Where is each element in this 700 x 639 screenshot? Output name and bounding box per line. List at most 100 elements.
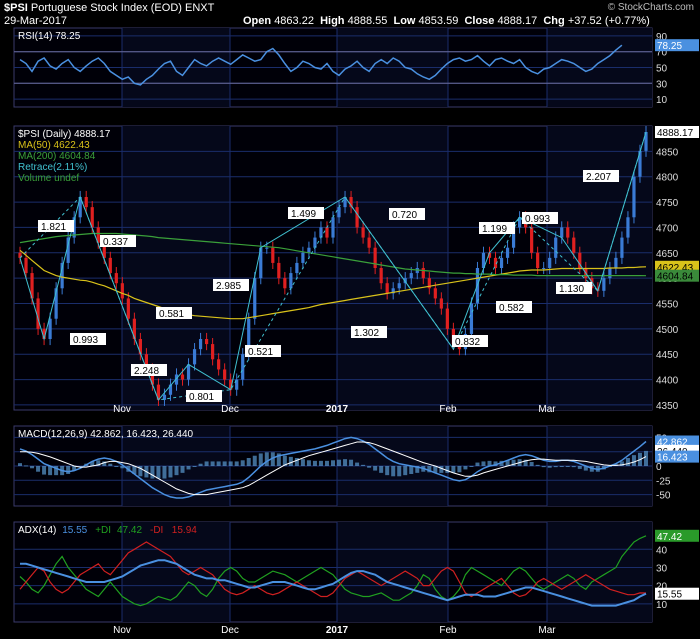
macd-signal-line bbox=[20, 441, 647, 496]
macd-hist-bar bbox=[246, 458, 251, 466]
ma200-tag: 4604.84 bbox=[657, 272, 694, 283]
macd-hist-bar bbox=[445, 466, 450, 473]
candle-body bbox=[132, 318, 136, 339]
price-legend-item: Retrace(2.11%) bbox=[18, 162, 87, 173]
candle-body bbox=[156, 384, 161, 400]
macd-hist-bar bbox=[379, 466, 384, 473]
month-label-adx: Feb bbox=[439, 625, 457, 636]
macd-hist-bar bbox=[192, 466, 197, 467]
macd-hist-bar bbox=[583, 466, 588, 471]
macd-hist-bar bbox=[36, 466, 41, 472]
candle-body bbox=[295, 262, 299, 274]
candle-body bbox=[626, 217, 630, 238]
panel-price bbox=[13, 125, 653, 411]
ytick-price: 4400 bbox=[656, 376, 679, 387]
macd-hist-bar bbox=[174, 466, 179, 476]
ytick-rsi: 10 bbox=[656, 95, 668, 106]
macd-hist-bar bbox=[439, 466, 444, 473]
retrace-label-bg bbox=[479, 222, 515, 234]
macd-hist-bar bbox=[451, 466, 456, 473]
macd-hist-bar bbox=[108, 463, 113, 466]
adx-legend-item: 15.94 bbox=[172, 525, 197, 536]
macd-hist-bar bbox=[409, 466, 414, 474]
adx-line bbox=[20, 559, 647, 607]
candle-body bbox=[265, 247, 269, 249]
candle-body bbox=[439, 298, 443, 309]
candle-body bbox=[614, 257, 618, 268]
macd-hist-bar bbox=[66, 466, 71, 474]
macd-title: MACD(12,26,9) 42.862, 16.423, 26.440 bbox=[18, 429, 194, 440]
candle-body bbox=[554, 237, 558, 258]
header-ohlc: Open 4863.22 High 4888.55 Low 4853.59 Cl… bbox=[243, 15, 650, 27]
price-legend-item: $PSI (Daily) 4888.17 bbox=[18, 129, 111, 140]
macd-hist-bar bbox=[577, 466, 582, 469]
ytick-price: 4750 bbox=[656, 198, 679, 209]
retrace-label: 1.821 bbox=[41, 222, 66, 233]
price-legend-item: MA(200) 4604.84 bbox=[18, 151, 96, 162]
candle-body bbox=[235, 379, 239, 390]
ytick-adx: 20 bbox=[656, 582, 668, 593]
macd-hist-bar bbox=[276, 453, 281, 466]
macd-hist-bar bbox=[30, 466, 35, 469]
macd-hist-bar bbox=[349, 459, 354, 466]
adx-legend-item: +DI bbox=[95, 525, 111, 536]
candle-body bbox=[542, 268, 546, 269]
retrace-label-bg bbox=[389, 208, 425, 220]
retrace-label-bg bbox=[496, 301, 532, 313]
macd-hist-bar bbox=[48, 466, 53, 476]
retrace-label: 0.581 bbox=[159, 309, 184, 320]
candle-body bbox=[204, 339, 209, 345]
adx-tag-bg bbox=[655, 587, 699, 600]
retrace-label-bg bbox=[186, 390, 222, 402]
candle-body bbox=[620, 237, 624, 258]
candle-body bbox=[319, 227, 323, 238]
index-name: Portuguese Stock Index (EOD) bbox=[30, 2, 182, 14]
retrace-label: 0.993 bbox=[73, 335, 98, 346]
candle-body bbox=[433, 288, 437, 299]
candle-body bbox=[493, 257, 498, 268]
macd-hist-bar bbox=[78, 466, 83, 468]
price-last-tag-bg bbox=[655, 125, 699, 138]
macd-hist-bar bbox=[463, 466, 468, 470]
candle-body bbox=[48, 318, 52, 339]
candle-body bbox=[36, 298, 40, 329]
macd-hist-bar bbox=[294, 458, 299, 466]
candle-body bbox=[343, 197, 347, 208]
ytick-price: 4500 bbox=[656, 325, 679, 336]
macd-hist-bar bbox=[487, 460, 492, 466]
header-date: 29-Mar-2017 bbox=[4, 15, 67, 27]
macd-hist-bar bbox=[252, 455, 257, 466]
macd-hist-bar bbox=[204, 461, 209, 466]
retrace-label: 2.207 bbox=[586, 172, 611, 183]
retrace-label-bg bbox=[100, 235, 136, 247]
macd-hist-bar bbox=[373, 466, 378, 471]
macd-hist-bar bbox=[180, 466, 185, 473]
macd-hist-bar bbox=[318, 460, 323, 466]
ytick-macd: -50 bbox=[656, 491, 671, 502]
candle-body bbox=[180, 374, 185, 380]
candle-body bbox=[307, 247, 311, 253]
month-shade bbox=[122, 126, 230, 410]
candle-body bbox=[548, 257, 552, 268]
candle-body bbox=[126, 298, 130, 319]
macd-tag: 42.862 bbox=[657, 438, 688, 449]
macd-hist-bar bbox=[288, 456, 293, 466]
macd-hist-bar bbox=[210, 461, 215, 466]
candle-body bbox=[391, 288, 395, 294]
macd-hist-bar bbox=[535, 464, 540, 466]
candle-body bbox=[253, 278, 257, 319]
chg-value: +37.52 (+0.77%) bbox=[567, 15, 650, 27]
open-label: Open bbox=[243, 15, 272, 27]
macd-hist-bar bbox=[331, 460, 335, 466]
macd-hist-bar bbox=[367, 466, 372, 468]
candle-body bbox=[602, 278, 606, 291]
macd-hist-bar bbox=[96, 460, 101, 466]
macd-hist-bar bbox=[433, 466, 438, 473]
ytick-price: 4800 bbox=[656, 173, 679, 184]
candle-body bbox=[469, 303, 474, 334]
macd-hist-bar bbox=[162, 466, 167, 479]
candle-body bbox=[102, 242, 106, 258]
candle-body bbox=[84, 197, 88, 208]
candle-body bbox=[271, 247, 275, 263]
